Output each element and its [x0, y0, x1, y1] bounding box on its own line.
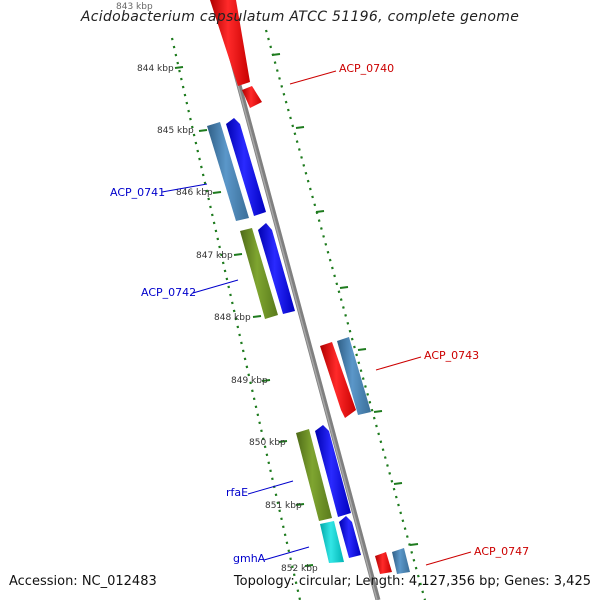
gene-olive[interactable]	[296, 429, 332, 521]
gene-acp-0742-block[interactable]	[240, 223, 295, 319]
major-ticks-right	[271, 53, 419, 546]
kbp-label: 847 kbp	[196, 251, 233, 261]
outer-tick-track-left	[170, 37, 302, 600]
gene-steelblue[interactable]	[392, 548, 410, 574]
kbp-label: 851 kbp	[265, 501, 302, 511]
gene-cyan[interactable]	[320, 521, 344, 563]
genome-backbone	[213, 0, 381, 600]
gene-arrow-blue[interactable]	[315, 425, 351, 517]
kbp-label: 850 kbp	[249, 438, 286, 448]
gene-arrow-blue[interactable]	[226, 118, 266, 216]
major-ticks-left	[174, 66, 314, 567]
outer-tick-track-right	[264, 29, 427, 600]
kbp-label: 849 kbp	[231, 376, 268, 386]
gene-steelblue[interactable]	[337, 337, 371, 415]
gene-arrow-red[interactable]	[320, 342, 356, 418]
gene-label-acp-0743[interactable]: ACP_0743	[424, 349, 479, 362]
gene-label-rfae[interactable]: rfaE	[226, 486, 248, 499]
gene-arrow-red[interactable]	[375, 552, 392, 574]
gene-acp-0747-block[interactable]	[375, 548, 410, 574]
kbp-label: 845 kbp	[157, 126, 194, 136]
genome-title: Acidobacterium capsulatum ATCC 51196, co…	[80, 9, 520, 25]
gene-olive[interactable]	[240, 228, 278, 319]
gene-arrow-blue[interactable]	[258, 223, 295, 314]
kbp-label: 844 kbp	[137, 64, 174, 74]
gene-acp-0741-block[interactable]	[207, 118, 266, 221]
gene-arrow-red[interactable]	[210, 0, 250, 86]
gene-acp-0740-block[interactable]	[210, 0, 262, 108]
kbp-labels: 843 kbp 844 kbp 845 kbp 846 kbp 847 kbp …	[116, 2, 318, 574]
gene-rfae-block[interactable]	[296, 425, 351, 521]
gene-gmha-block[interactable]	[320, 516, 361, 563]
accession-text: Accession: NC_012483	[9, 574, 157, 589]
gene-arrow-blue[interactable]	[339, 516, 361, 558]
gene-label-acp-0740[interactable]: ACP_0740	[339, 62, 394, 75]
gene-label-leaders	[161, 70, 472, 566]
gene-labels[interactable]: ACP_0740 ACP_0741 ACP_0742 ACP_0743 rfaE…	[110, 62, 529, 565]
kbp-label: 843 kbp	[116, 2, 153, 12]
genome-summary-text: Topology: circular; Length: 4,127,356 bp…	[233, 574, 591, 589]
gene-label-acp-0741[interactable]: ACP_0741	[110, 186, 165, 199]
gene-label-acp-0742[interactable]: ACP_0742	[141, 286, 196, 299]
gene-acp-0743-block[interactable]	[320, 337, 371, 418]
kbp-label: 852 kbp	[281, 564, 318, 574]
gene-steelblue[interactable]	[207, 122, 249, 221]
genome-backbone-highlight	[214, 0, 378, 600]
gene-label-acp-0747[interactable]: ACP_0747	[474, 545, 529, 558]
gene-label-gmha[interactable]: gmhA	[233, 552, 266, 565]
gene-arrow-red[interactable]	[242, 86, 262, 108]
kbp-label: 848 kbp	[214, 313, 251, 323]
kbp-label: 846 kbp	[176, 188, 213, 198]
